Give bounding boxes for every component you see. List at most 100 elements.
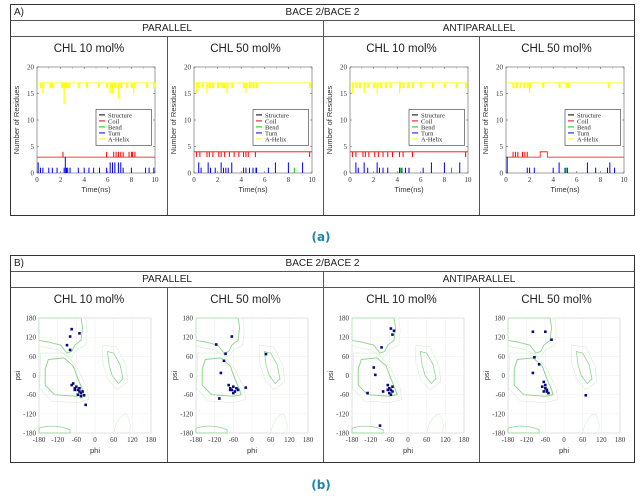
data-point <box>391 390 394 393</box>
y-tick-label: 5 <box>31 143 35 151</box>
x-tick-label: 8 <box>287 176 291 184</box>
legend-label: Bend <box>108 124 122 131</box>
data-point <box>542 380 546 384</box>
contour-bottom <box>351 425 384 434</box>
data-point <box>82 394 86 397</box>
legend-label: Bend <box>577 124 591 131</box>
y-tick-label: 20 <box>184 64 192 72</box>
y-tick-label: 120 <box>495 334 506 342</box>
data-point <box>228 388 232 392</box>
data-point <box>540 385 544 388</box>
series-ahelix <box>506 82 624 94</box>
contour-bottom <box>507 425 540 434</box>
x-tick-label: 8 <box>443 176 447 184</box>
data-point <box>214 343 218 346</box>
data-point <box>388 386 391 390</box>
x-tick-label: 2 <box>59 176 63 184</box>
x-tick-label: -120 <box>208 436 221 444</box>
x-tick-label: 0 <box>93 436 97 444</box>
contour-alpha-left <box>419 350 437 385</box>
x-tick-label: 8 <box>599 176 603 184</box>
y-tick-label: 180 <box>26 315 37 323</box>
ss-chart: 0 2 4 6 8 10 0 5 10 15 20 StructureCoilBendTurnA-He… <box>481 64 629 195</box>
x-tick-label: 6 <box>419 176 423 184</box>
legend-label: Bend <box>265 124 279 131</box>
x-tick-label: -60 <box>385 436 395 444</box>
y-tick-label: 60 <box>498 353 506 361</box>
data-point <box>531 330 535 334</box>
y-tick-label: -60 <box>27 391 37 399</box>
series-line <box>506 151 624 158</box>
legend-label: Turn <box>577 130 590 137</box>
data-point <box>227 383 230 387</box>
data-point <box>264 352 268 356</box>
x-tick-label: 2 <box>372 176 376 184</box>
y-tick-label: 180 <box>339 315 350 323</box>
series-turn <box>198 162 304 173</box>
panel-title: CHL 10 mol% <box>366 43 437 55</box>
data-point <box>533 355 536 359</box>
data-point <box>79 391 83 395</box>
panel-title: CHL 10 mol% <box>53 43 125 55</box>
contour-bottom-right <box>426 413 444 434</box>
ss-chart: 0 2 4 6 8 10 0 5 10 15 20 StructureCoilBendTurnA-He… <box>325 64 473 195</box>
x-tick-label: -120 <box>364 436 377 444</box>
legend-label: Bend <box>421 124 435 131</box>
y-tick-label: 10 <box>27 117 35 125</box>
x-tick-label: 6 <box>263 176 267 184</box>
x-tick-label: 10 <box>465 176 473 184</box>
contour-alpha-left-outer <box>415 344 442 391</box>
x-tick-label: 180 <box>303 436 314 444</box>
legend-label: Coil <box>265 118 276 125</box>
x-tick-label: 4 <box>82 176 86 184</box>
x-tick-label: 4 <box>551 176 555 184</box>
data-point <box>232 385 235 388</box>
x-tick-label: 8 <box>130 176 134 184</box>
y-tick-label: -180 <box>23 430 36 438</box>
legend-label: Turn <box>265 130 278 137</box>
data-point <box>544 386 547 390</box>
contour-bottom-right <box>582 413 600 434</box>
series-bend <box>400 167 452 173</box>
data-point <box>68 348 72 352</box>
y-tick-label: 10 <box>184 117 192 125</box>
figure-b-header: B) BACE 2/BACE 2 <box>11 256 634 272</box>
data-point <box>380 346 383 349</box>
y-tick-label: 60 <box>29 353 37 361</box>
ss-panel-parallel-10: CHL 10 mol% 0 2 4 6 8 10 0 5 10 15 20 Structure Coil… <box>11 37 168 215</box>
data-point <box>391 385 394 388</box>
series-coil <box>194 151 312 158</box>
data-point <box>68 335 72 338</box>
data-point <box>232 391 235 395</box>
x-tick-label: 60 <box>110 436 118 444</box>
data-point <box>544 330 547 334</box>
data-point <box>81 390 84 393</box>
y-tick-label: 0 <box>31 170 35 178</box>
legend-box <box>408 109 465 146</box>
y-tick-label: 120 <box>26 334 37 342</box>
x-tick-label: 60 <box>423 436 431 444</box>
x-tick-label: 4 <box>239 176 243 184</box>
data-point <box>244 386 248 389</box>
series-coil <box>37 151 155 158</box>
contour-alpha-left-outer <box>571 344 598 391</box>
contour-beta-outer <box>351 317 401 357</box>
y-tick-label: 5 <box>500 143 504 151</box>
legend-label: Structure <box>577 112 601 119</box>
y-axis-label: Number of Residues <box>325 86 334 155</box>
y-axis-label: psi <box>482 370 491 380</box>
contour-alpha <box>201 357 242 397</box>
data-point <box>230 388 234 392</box>
legend-label: Structure <box>108 112 132 119</box>
data-point <box>78 386 81 390</box>
y-tick-label: 0 <box>188 170 192 178</box>
data-point <box>76 393 80 396</box>
x-tick-label: 2 <box>528 176 532 184</box>
x-tick-label: 120 <box>440 436 451 444</box>
x-axis-label: Time(ns) <box>81 185 111 194</box>
contour-alpha-left <box>575 350 593 385</box>
contour-bottom-right <box>270 413 288 434</box>
x-tick-label: 10 <box>621 176 629 184</box>
legend-label: A-Helix <box>108 136 130 143</box>
data-point <box>389 393 393 396</box>
